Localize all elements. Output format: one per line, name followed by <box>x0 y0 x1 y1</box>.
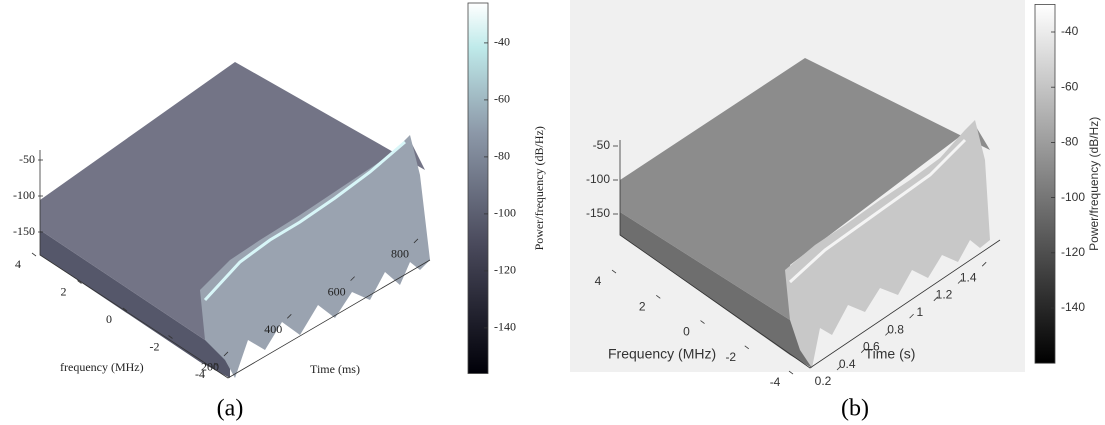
y-tick <box>744 345 750 350</box>
colorbar-tick-label: -140 <box>1061 300 1085 314</box>
y-tick-label: -4 <box>770 375 781 389</box>
x-tick-label: 1.2 <box>936 288 953 302</box>
y-tick <box>31 252 37 257</box>
colorbar-tick-label: -60 <box>1061 79 1079 93</box>
x-tick-label: 400 <box>264 322 282 336</box>
colorbar-label: Power/frequency (dB/Hz) <box>532 126 546 250</box>
y-tick-label: 0 <box>106 312 112 326</box>
surface-top <box>40 62 425 340</box>
y-tick <box>700 320 705 324</box>
y-tick-label: -2 <box>150 339 160 353</box>
axis-box <box>39 150 431 379</box>
surface-side <box>40 200 230 378</box>
y-axis-label: Frequency (MHz) <box>608 346 716 362</box>
colorbar-tick-label: -60 <box>494 92 510 106</box>
x-tick <box>860 348 866 353</box>
y-tick <box>788 370 794 375</box>
colorbar-label: Power/frequency (dB/Hz) <box>1087 117 1101 251</box>
colorbar-tick-label: -80 <box>1061 135 1079 149</box>
x-tick-label: 0.6 <box>863 340 880 354</box>
ridge-highlight <box>788 138 967 284</box>
y-tick <box>213 362 219 367</box>
colorbar-tick-label: -40 <box>1061 24 1079 38</box>
z-tick-label: -50 <box>593 138 611 152</box>
x-axis-label: Time (s) <box>865 346 916 362</box>
y-tick <box>77 280 82 284</box>
x-tick <box>957 279 963 284</box>
x-tick-label: 0.2 <box>815 374 832 388</box>
x-tick <box>836 365 842 371</box>
y-tick <box>656 294 661 299</box>
z-tick-label: -50 <box>19 152 35 166</box>
colorbar-tick-label: -120 <box>1061 245 1085 259</box>
x-tick-label: 1 <box>916 305 923 319</box>
y-tick <box>611 269 617 274</box>
x-axis-label: Time (ms) <box>310 362 360 376</box>
y-tick-label: 2 <box>61 284 67 298</box>
y-tick-label: -4 <box>195 367 205 381</box>
y-tick-label: 0 <box>683 325 690 339</box>
colorbar <box>1034 4 1056 364</box>
x-tick <box>885 331 890 336</box>
z-tick-label: -150 <box>586 206 610 220</box>
x-tick-label: 1.4 <box>960 270 977 284</box>
x-tick-label: 0.8 <box>887 322 904 336</box>
x-tick <box>223 351 229 357</box>
surface-side <box>620 180 812 368</box>
colorbar-tick-label: -80 <box>494 149 510 163</box>
caption: (b) <box>841 396 869 422</box>
x-tick <box>413 238 419 244</box>
y-tick <box>168 335 173 339</box>
y-tick <box>122 307 128 312</box>
colorbar-tick-label: -40 <box>494 35 510 49</box>
colorbar-tick-label: -120 <box>494 263 516 277</box>
y-tick-label: 4 <box>15 257 21 271</box>
colorbar-tick-label: -100 <box>1061 190 1085 204</box>
x-tick <box>933 296 939 302</box>
colorbar <box>467 2 489 374</box>
caption: (a) <box>217 396 244 422</box>
colorbar-tick-label: -140 <box>494 320 516 334</box>
colorbar-tick-label: -100 <box>494 206 516 220</box>
panel-b: 0.2 0.4 0.6 0.8 1 1.2 1.4 4 2 0 -2 -4 -50 -100 -150 -40… <box>570 0 1101 389</box>
y-tick-label: 2 <box>639 299 646 313</box>
x-tick-label: 600 <box>328 284 346 298</box>
surface-ridge <box>785 120 990 368</box>
z-tick-label: -100 <box>13 188 35 202</box>
z-tick-label: -150 <box>13 224 35 238</box>
ridge-highlight <box>203 140 406 302</box>
y-tick-label: -2 <box>725 350 736 364</box>
x-tick <box>909 313 914 319</box>
panel-a: 200400600800420-2-4-50-100-150-40-60-80-… <box>13 2 546 381</box>
axis-box <box>619 140 1001 369</box>
x-tick <box>350 276 355 281</box>
z-tick-label: -100 <box>586 172 610 186</box>
x-tick <box>287 314 292 319</box>
surface-ridge <box>200 135 430 378</box>
x-tick-label: 800 <box>391 247 409 261</box>
x-tick-label: 0.4 <box>839 357 856 371</box>
x-tick <box>981 261 987 267</box>
surface-top <box>620 58 990 320</box>
y-axis-label: frequency (MHz) <box>60 360 144 374</box>
y-tick-label: 4 <box>595 274 602 288</box>
